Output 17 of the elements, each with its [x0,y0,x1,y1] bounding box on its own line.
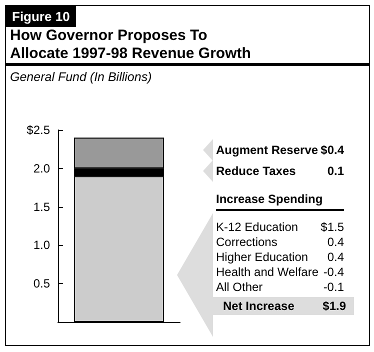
text: All Other -0.1 [216,280,344,294]
y-tick-label: 1.0 [33,238,50,252]
chart-subtitle: General Fund (In Billions) [10,70,152,84]
y-tick-label: 1.5 [33,200,50,214]
text: K-12 Education $1.5 [216,220,344,234]
text: Corrections 0.4 [216,235,344,249]
chart-title: How Governor Proposes To Allocate 1997-98 Revenue Growth [10,27,252,63]
caption: Figure 10 [6,6,76,27]
text: Net Increase $1.9 [223,299,346,313]
text: Increase Spending [216,192,323,206]
text: Higher Education 0.4 [216,250,344,264]
y-tick-label: 2.0 [33,161,50,176]
text: Reduce Taxes 0.1 [216,164,344,178]
text: Augment Reserve $0.4 [216,143,344,157]
y-tick-label: $2.5 [26,123,50,137]
text: Health and Welfare -0.4 [216,265,344,279]
y-tick-label: 0.5 [33,276,50,291]
